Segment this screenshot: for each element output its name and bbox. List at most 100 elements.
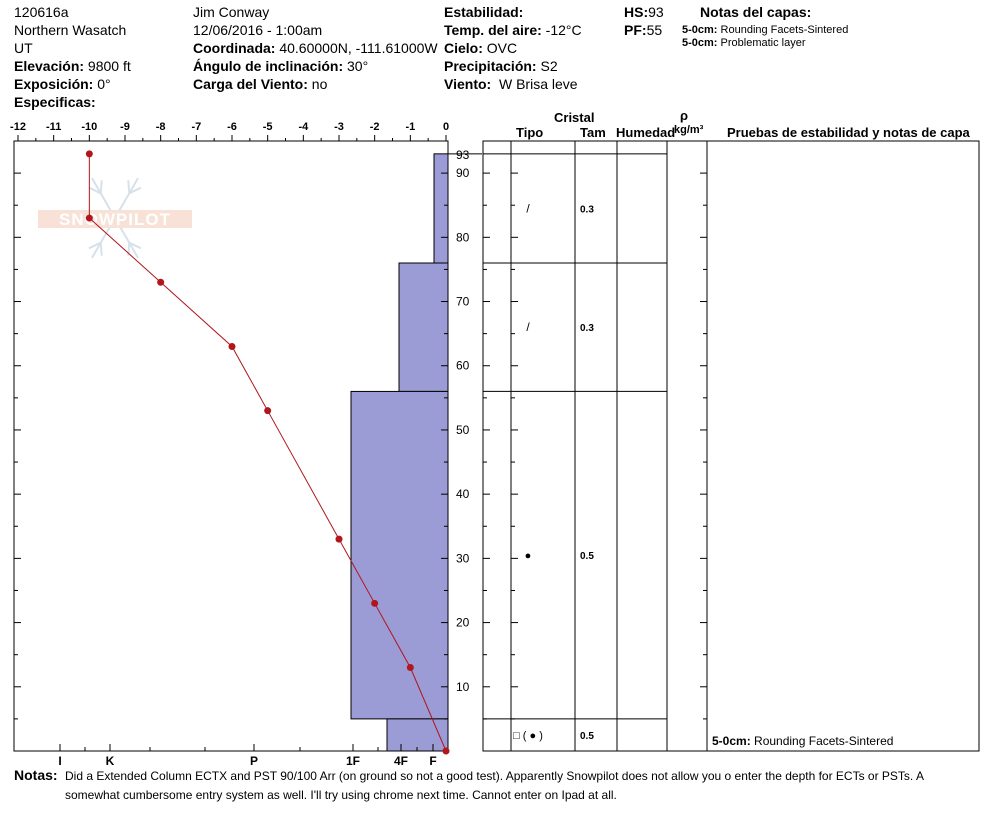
temperature-point: [228, 342, 236, 350]
precip: Precipitación: S2: [444, 58, 558, 74]
hardness-tick-label: I: [58, 754, 61, 768]
layer-note: 5-0cm: Rounding Facets-Sintered: [682, 24, 848, 37]
layer-note-text: Rounding Facets-Sintered: [720, 24, 849, 36]
height-tick-label: 60: [456, 359, 470, 373]
bottom-layer-note-text: Rounding Facets-Sintered: [754, 734, 894, 748]
temperature-point: [85, 150, 93, 158]
temp-tick-label: -7: [191, 121, 201, 133]
crystal-type-symbol: /: [526, 201, 530, 215]
snowflake-branch: [88, 186, 102, 195]
wind-load: Carga del Viento: no: [193, 76, 327, 92]
temperature-point: [335, 535, 343, 543]
density-unit: kg/m³: [674, 124, 704, 136]
sky: Cielo: OVC: [444, 40, 517, 56]
temperature-point: [264, 407, 272, 415]
hardness-bar: [398, 262, 449, 392]
pf: PF:55: [624, 22, 662, 38]
crystal-size-value: 0.3: [580, 323, 594, 334]
hardness-bar: [350, 390, 449, 720]
plot-frame: [13, 140, 449, 752]
height-tick-label: 90: [456, 166, 470, 180]
layer-note-text: Problematic layer: [720, 37, 806, 49]
sky-value: OVC: [486, 40, 518, 56]
crystal-type-symbol: ●: [525, 550, 532, 562]
temperature-point: [85, 214, 93, 222]
stability-label: Estabilidad:: [444, 4, 524, 20]
specifics-label: Especificas:: [14, 94, 96, 110]
temperature-point: [406, 664, 414, 672]
wind-value: W Brisa leve: [498, 76, 578, 92]
height-tick-label: 10: [456, 680, 470, 694]
region: Northern Wasatch: [14, 22, 127, 38]
coordinate: Coordinada: 40.60000N, -111.61000W: [193, 40, 438, 56]
temperature-point: [371, 599, 379, 607]
temp-tick-label: -8: [156, 121, 166, 133]
incline-label: Ángulo de inclinación:: [193, 58, 344, 74]
pit-id: 120616a: [14, 4, 69, 20]
hardness-tick-label: K: [106, 754, 115, 768]
snowflake-branch: [99, 180, 103, 194]
wind-load-value: no: [311, 76, 328, 92]
hardness-tick-label: 4F: [394, 754, 408, 768]
observer: Jim Conway: [193, 4, 270, 20]
air-temp: Temp. del aire: -12°C: [444, 22, 582, 38]
sky-label: Cielo:: [444, 40, 483, 56]
hs-label: HS:: [624, 4, 649, 20]
temp-tick-label: -5: [263, 121, 273, 133]
incline-value: 30°: [347, 58, 369, 74]
layer-notes-title: Notas del capas:: [700, 4, 812, 20]
snowflake-branch: [128, 186, 142, 195]
temp-tick-label: -3: [334, 121, 344, 133]
crystal-size-value: 0.3: [580, 204, 594, 215]
crystal-type-symbol: /: [526, 320, 530, 334]
height-tick-label: 40: [456, 487, 470, 501]
humedad-header: Humedad: [616, 125, 676, 140]
hardness-bar: [386, 718, 449, 752]
tam-header: Tam: [580, 125, 606, 140]
temp-tick-label: -1: [405, 121, 415, 133]
elevation-value: 9800 ft: [87, 58, 131, 74]
logo-banner: [38, 210, 192, 228]
notes-line-2: somewhat cumbersome entry system as well…: [65, 788, 617, 802]
datetime: 12/06/2016 - 1:00am: [193, 22, 323, 38]
notes-label: Notas:: [14, 767, 58, 783]
pf-label: PF:: [624, 22, 647, 38]
wind-label: Viento:: [444, 76, 492, 92]
aspect-label: Exposición:: [14, 76, 94, 92]
snowpilot-logo: SNOWPILOT: [38, 177, 192, 259]
bottom-layer-note-range: 5-0cm:: [712, 734, 751, 748]
crystal-size-value: 0.5: [580, 731, 594, 742]
layer-note: 5-0cm: Problematic layer: [682, 37, 806, 50]
crystal-size-value: 0.5: [580, 551, 594, 562]
incline: Ángulo de inclinación: 30°: [193, 58, 368, 74]
logo-text: SNOWPILOT: [59, 210, 171, 229]
hardness-tick-label: 1F: [346, 754, 360, 768]
wind: Viento: W Brisa leve: [444, 76, 578, 92]
height-tick-label: 50: [456, 423, 470, 437]
tipo-header: Tipo: [516, 125, 544, 140]
aspect-value: 0°: [97, 76, 111, 92]
snowflake-branch: [99, 242, 103, 256]
rho-header: ρ: [680, 108, 689, 123]
precip-value: S2: [540, 58, 558, 74]
hardness-bar: [433, 153, 449, 264]
cristal-header: Cristal: [554, 110, 595, 125]
hs: HS:93: [624, 4, 664, 20]
temp-tick-label: -6: [227, 121, 237, 133]
height-tick-label: 70: [456, 295, 470, 309]
temperature-point: [442, 747, 450, 755]
state: UT: [14, 40, 33, 56]
aspect: Exposición: 0°: [14, 76, 111, 92]
coordinate-value: 40.60000N, -111.61000W: [279, 40, 438, 56]
temp-tick-label: -10: [81, 121, 97, 133]
elevation: Elevación: 9800 ft: [14, 58, 131, 74]
temp-tick-label: -2: [370, 121, 380, 133]
height-top-label: 93: [456, 148, 470, 162]
bottom-layer-note: 5-0cm: Rounding Facets-Sintered: [712, 733, 893, 749]
temp-tick-label: -9: [120, 121, 130, 133]
precip-label: Precipitación:: [444, 58, 537, 74]
layer-table-frame: [482, 140, 980, 752]
hardness-tick-label: P: [250, 754, 258, 768]
notes-line-1: Did a Extended Column ECTX and PST 90/10…: [65, 769, 924, 783]
